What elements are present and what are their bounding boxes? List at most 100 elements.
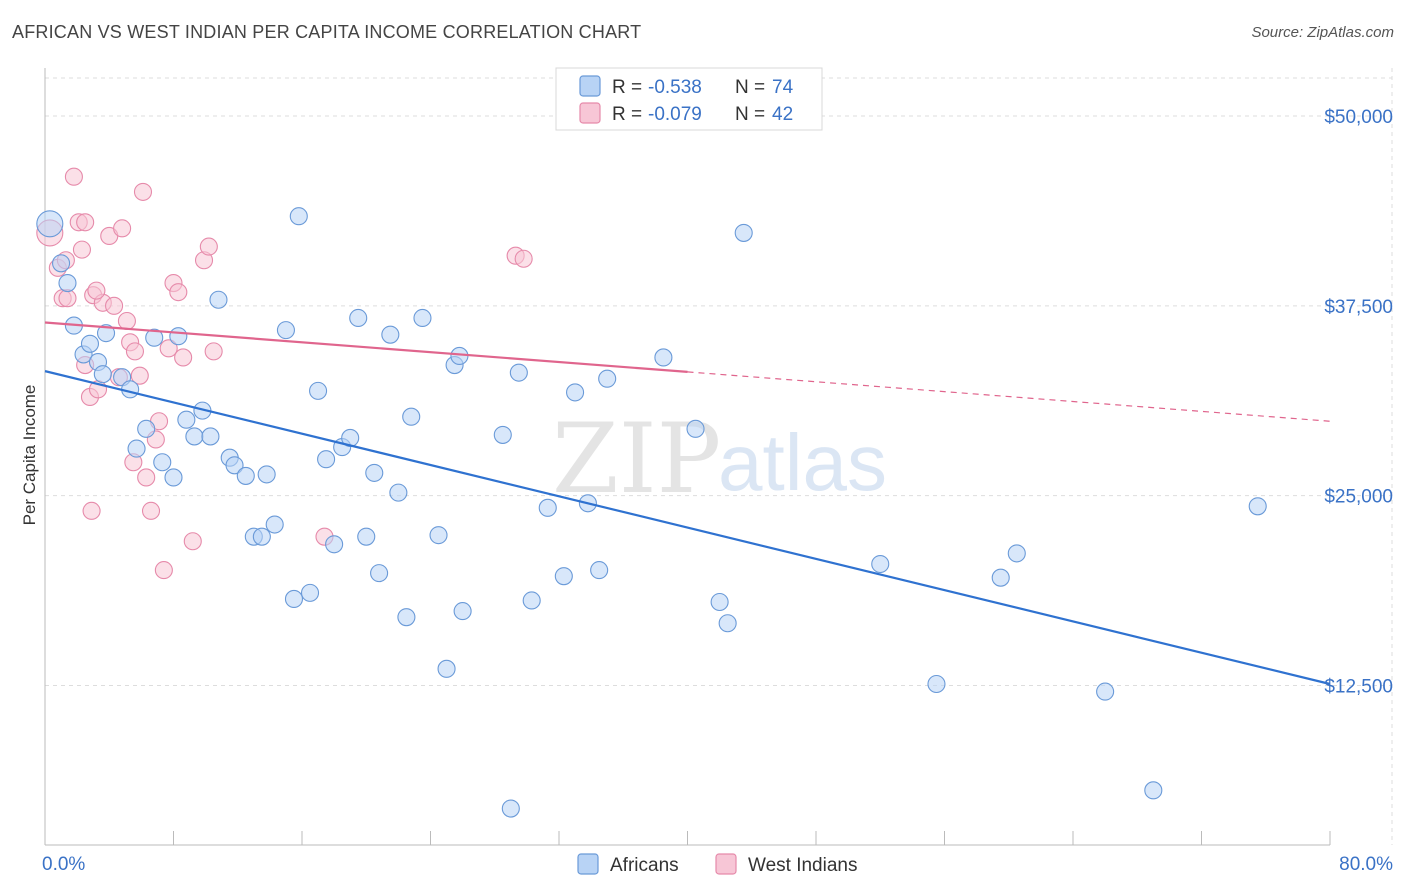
africans-point-5 (80, 334, 100, 353)
legend-swatch-africans (579, 75, 601, 97)
westindians-point-36 (514, 249, 533, 268)
africans-point-38 (349, 308, 368, 328)
africans-point-21 (209, 290, 228, 309)
africans-point-69 (991, 568, 1010, 587)
westindians-point-15 (113, 219, 132, 238)
africans-point-23 (225, 456, 244, 475)
westindians-point-25 (154, 561, 173, 580)
africans-point-30 (284, 589, 304, 609)
africans-point-62 (654, 348, 673, 367)
source-label: Source: ZipAtlas.com (1251, 24, 1394, 41)
westindians-point-6 (72, 240, 91, 259)
y-tick-label-0: $12,500 (1324, 677, 1393, 698)
africans-point-58 (566, 383, 585, 402)
y-tick-label-2: $37,500 (1324, 297, 1393, 318)
africans-point-48 (437, 659, 456, 678)
africans-point-73 (1248, 497, 1267, 516)
watermark-zip: ZIP (552, 403, 721, 515)
africans-point-12 (137, 419, 156, 438)
africans-point-28 (265, 515, 284, 534)
westindians-point-19 (130, 366, 149, 385)
westindians-point-21 (137, 468, 156, 487)
westindians-trend-line (44, 321, 688, 373)
africans-point-64 (710, 592, 729, 612)
x-tick-label-max: 80.0% (1339, 854, 1393, 875)
africans-point-1 (52, 254, 71, 273)
africans-point-18 (185, 427, 204, 446)
legend-westindians-n-value: 42 (772, 104, 793, 125)
chart-title: AFRICAN VS WEST INDIAN PER CAPITA INCOME… (12, 22, 642, 42)
africans-point-8 (96, 324, 116, 343)
africans-point-60 (590, 561, 609, 580)
africans-point-31 (289, 207, 308, 226)
africans-point-7 (93, 365, 112, 384)
westindians-point-41 (87, 281, 106, 300)
grid-lines (45, 68, 1393, 845)
westindians-point-22 (141, 501, 161, 520)
africans-point-26 (252, 527, 271, 546)
africans-point-70 (1007, 544, 1026, 563)
axes (44, 68, 1331, 846)
westindians-point-39 (82, 501, 101, 520)
bottom-legend-swatch-africans (577, 853, 599, 875)
y-tick-label-3: $50,000 (1324, 107, 1393, 128)
series-legend: Africans West Indians (577, 853, 857, 876)
africans-point-71 (1096, 682, 1115, 701)
legend-westindians-r-label: R = (612, 104, 642, 125)
africans-point-53 (501, 799, 520, 818)
africans-point-17 (177, 410, 196, 429)
africans-point-46 (413, 308, 432, 328)
africans-point-34 (317, 450, 336, 469)
bottom-legend-swatch-westindians (715, 853, 737, 875)
westindians-point-28 (169, 283, 188, 302)
africans-point-24 (236, 466, 255, 485)
africans-point-67 (871, 554, 890, 574)
africans-point-35 (325, 535, 344, 554)
westindians-point-33 (204, 342, 223, 361)
africans-points (36, 207, 1267, 818)
westindians-point-4 (64, 167, 83, 186)
africans-point-63 (686, 419, 705, 438)
africans-point-14 (153, 453, 172, 472)
africans-point-40 (365, 463, 384, 482)
westindians-point-32 (199, 237, 218, 256)
bottom-legend-westindians: West Indians (748, 855, 857, 876)
africans-point-56 (538, 498, 557, 517)
africans-point-42 (381, 325, 400, 344)
x-tick-label-min: 0.0% (42, 854, 85, 875)
africans-point-61 (598, 369, 617, 388)
africans-point-51 (453, 602, 472, 621)
africans-point-15 (164, 468, 183, 487)
africans-point-27 (257, 465, 276, 484)
africans-point-66 (734, 223, 753, 242)
africans-point-16 (169, 327, 188, 346)
westindians-point-16 (117, 311, 136, 331)
africans-point-29 (276, 321, 295, 340)
africans-point-47 (429, 526, 448, 545)
africans-point-55 (522, 591, 541, 610)
westindians-point-30 (183, 532, 202, 551)
africans-point-43 (389, 483, 408, 502)
africans-point-52 (493, 425, 512, 444)
africans-point-44 (397, 608, 416, 627)
africans-point-0 (36, 210, 64, 238)
africans-point-32 (300, 583, 320, 602)
africans-point-45 (402, 407, 421, 426)
correlation-legend: R = -0.538 N = 74 R = -0.079 N = 42 (555, 67, 823, 131)
watermark: ZIP atlas (552, 403, 887, 515)
africans-point-72 (1144, 781, 1163, 800)
westindians-trend-line-dashed (687, 371, 1331, 422)
africans-point-68 (927, 674, 946, 694)
legend-swatch-westindians (579, 102, 601, 124)
westindians-point-29 (174, 348, 193, 367)
africans-point-11 (127, 439, 146, 458)
africans-point-65 (718, 614, 737, 633)
africans-point-20 (201, 427, 220, 446)
westindians-point-37 (58, 289, 77, 308)
legend-africans-n-value: 74 (772, 77, 794, 98)
legend-africans-r-value: -0.538 (648, 77, 702, 98)
africans-trend-line (44, 370, 1331, 686)
legend-africans-r-label: R = (612, 77, 642, 98)
watermark-atlas: atlas (718, 418, 887, 507)
